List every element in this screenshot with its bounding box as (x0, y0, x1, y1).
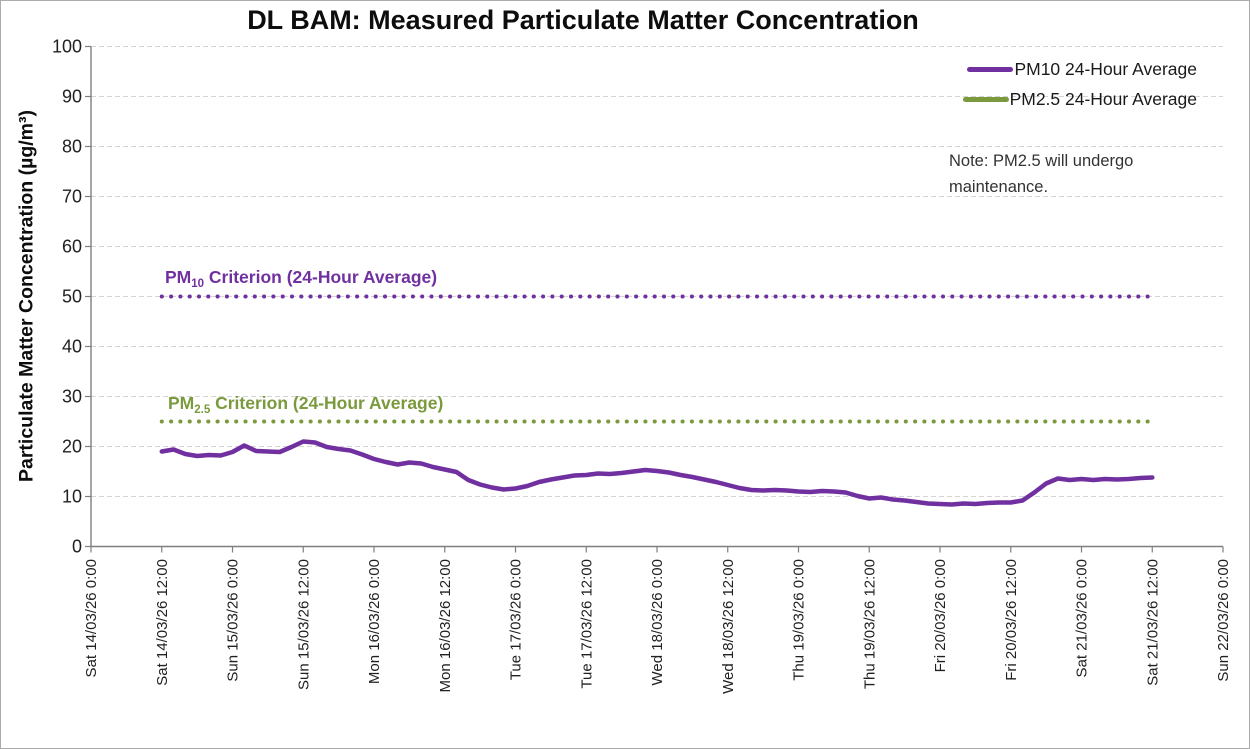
x-tick-label: Mon 16/03/26 12:00 (437, 559, 454, 692)
note-text: Note: PM2.5 will undergo maintenance. (949, 152, 1134, 196)
pm10-criterion-label-prefix: PM (165, 267, 192, 287)
y-tick-label: 0 (72, 537, 82, 557)
x-tick-label: Sat 21/03/26 0:00 (1074, 559, 1091, 677)
x-tick-label: Sun 15/03/26 0:00 (225, 559, 242, 682)
legend: PM10 24-Hour Average PM2.5 24-Hour Avera… (962, 59, 1197, 110)
y-tick-label: 60 (62, 237, 82, 257)
x-tick-label: Sun 15/03/26 12:00 (295, 559, 312, 690)
y-tick-label: 90 (62, 87, 82, 107)
pm25-criterion-label-rest: Criterion (24-Hour Average) (210, 393, 444, 413)
y-tick-label: 40 (62, 337, 82, 357)
y-tick-label: 20 (62, 437, 82, 457)
x-tick-label: Tue 17/03/26 12:00 (578, 559, 595, 689)
pm10-line-swatch (967, 67, 1014, 72)
pm10-criterion-label-rest: Criterion (24-Hour Average) (204, 267, 438, 287)
y-axis-title: Particulate Matter Concentration (µg/m³) (15, 109, 38, 483)
x-tick-label: Wed 18/03/26 12:00 (720, 559, 737, 694)
x-tick-label: Thu 19/03/26 0:00 (791, 559, 808, 681)
legend-item-pm25: PM2.5 24-Hour Average (962, 89, 1197, 110)
x-tick-label: Sat 14/03/26 0:00 (83, 559, 100, 677)
x-tick-label: Thu 19/03/26 12:00 (861, 559, 878, 689)
y-tick-label: 70 (62, 187, 82, 207)
x-tick-label: Fri 20/03/26 12:00 (1003, 559, 1020, 681)
y-tick-label: 80 (62, 137, 82, 157)
x-tick-label: Sun 22/03/26 0:00 (1215, 559, 1232, 682)
x-tick-label: Mon 16/03/26 0:00 (366, 559, 383, 684)
x-tick-label: Fri 20/03/26 0:00 (932, 559, 949, 672)
x-tick-label: Sat 14/03/26 12:00 (154, 559, 171, 686)
y-tick-label: 50 (62, 287, 82, 307)
pm10-criterion-label-subscript: 10 (191, 278, 205, 290)
x-tick-label: Tue 17/03/26 0:00 (508, 559, 525, 680)
pm25-line-swatch (962, 97, 1009, 102)
pm10-series-line (159, 439, 1155, 507)
chart-title: DL BAM: Measured Particulate Matter Conc… (247, 5, 919, 35)
pm25-criterion-label: PM2.5 Criterion (24-Hour Average) (168, 393, 443, 416)
x-tick-label: Wed 18/03/26 0:00 (649, 559, 666, 686)
pm25-criterion-label-prefix: PM (168, 393, 195, 413)
legend-item-pm10: PM10 24-Hour Average (967, 59, 1197, 80)
y-tick-label: 10 (62, 487, 82, 507)
pm25-criterion-label-subscript: 2.5 (194, 404, 211, 416)
y-tick-label: 30 (62, 387, 82, 407)
legend-label-pm25: PM2.5 24-Hour Average (1009, 89, 1197, 109)
legend-label-pm10: PM10 24-Hour Average (1014, 59, 1197, 79)
y-tick-label: 100 (52, 37, 82, 57)
x-tick-label: Sat 21/03/26 12:00 (1144, 559, 1161, 686)
pm10-criterion-label: PM10 Criterion (24-Hour Average) (165, 267, 437, 290)
